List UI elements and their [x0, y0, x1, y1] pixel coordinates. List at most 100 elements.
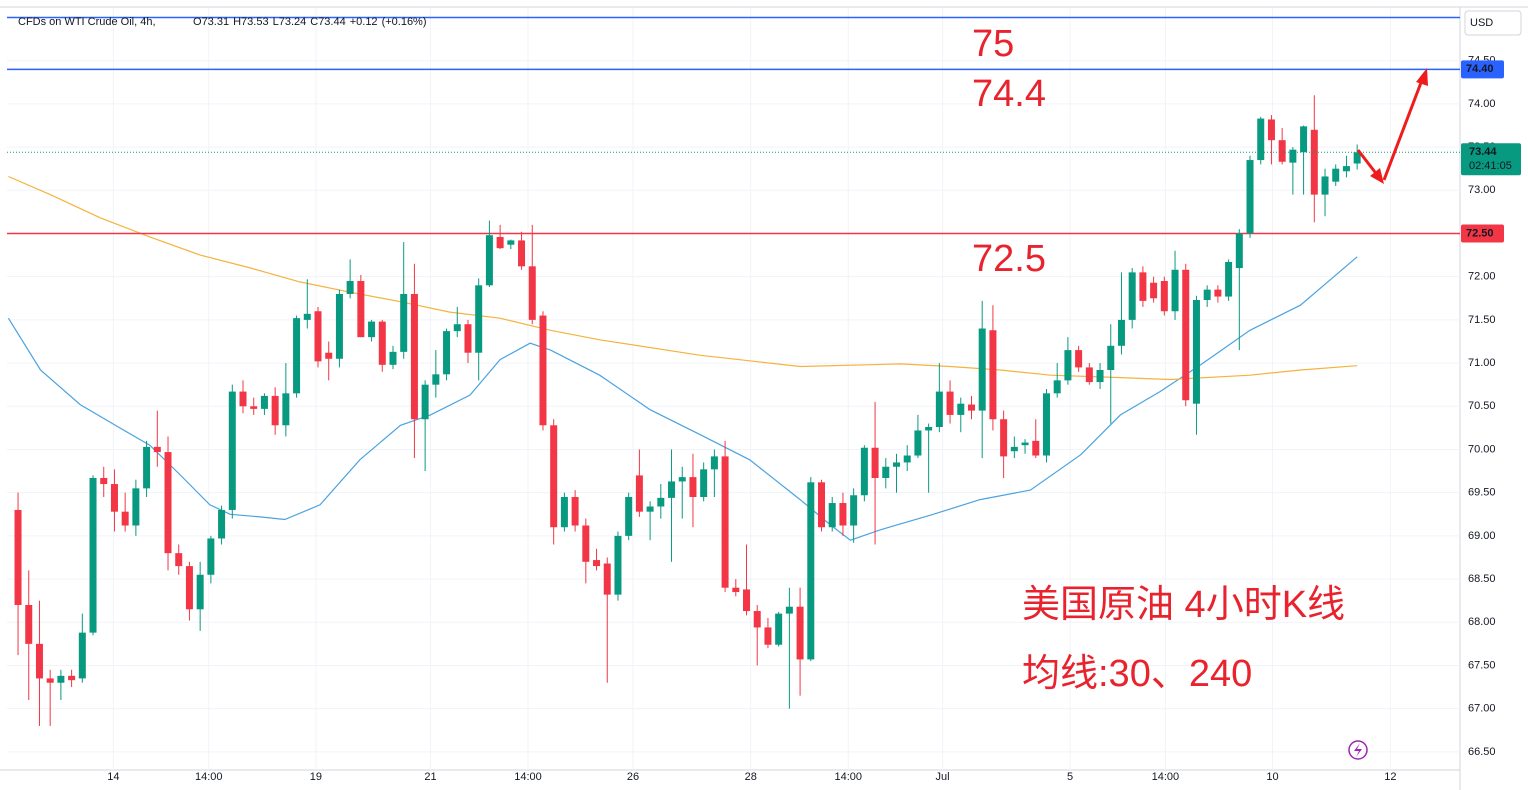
y-tick-label: 67.00	[1468, 703, 1496, 715]
candle-body	[475, 285, 483, 353]
candle-body	[1085, 367, 1093, 383]
candle-body	[796, 606, 804, 660]
candle-body	[1021, 442, 1029, 446]
legend-change-pct: (+0.16%)	[382, 16, 427, 28]
candle-body	[346, 281, 354, 294]
candle-body	[625, 496, 633, 536]
y-tick-label: 68.50	[1468, 573, 1496, 585]
y-tick-label: 72.00	[1468, 271, 1496, 283]
y-tick-label: 68.00	[1468, 616, 1496, 628]
currency-box[interactable]	[1464, 10, 1522, 36]
candle-body	[1267, 119, 1275, 141]
candle-body	[1342, 166, 1350, 172]
ohlc-legend: O 73.31 H 73.53 L 73.24 C 73.44 +0.12 (+0.16%)	[193, 16, 427, 28]
price-label: 74.40	[1466, 63, 1494, 75]
legend-key: O	[193, 16, 202, 28]
x-tick-label: 12	[1384, 771, 1396, 783]
candle-body	[1064, 350, 1072, 381]
candle-body	[368, 321, 376, 338]
price-label: 72.50	[1466, 227, 1494, 239]
candle-body	[153, 446, 161, 453]
candle-body	[850, 495, 858, 526]
candle-body	[571, 496, 579, 526]
candle-body	[946, 391, 954, 415]
candle-body	[1246, 160, 1254, 234]
candle-body	[1289, 149, 1297, 163]
candle-body	[485, 235, 493, 286]
candle-body	[282, 393, 290, 426]
candle-body	[839, 503, 847, 526]
candle-body	[1257, 118, 1265, 161]
candle-body	[668, 481, 676, 498]
x-tick-label: 14:00	[514, 771, 542, 783]
candle-body	[132, 488, 140, 526]
candle-body	[635, 475, 643, 512]
candle-body	[560, 496, 568, 528]
candle-body	[1235, 233, 1243, 269]
legend-value: 73.24	[279, 16, 307, 28]
candle-body	[785, 606, 793, 614]
candle-body	[196, 574, 204, 610]
candle-body	[892, 462, 900, 467]
symbol: CFDs on WTI Crude Oil, 4h,	[18, 16, 156, 28]
y-tick-label: 73.00	[1468, 184, 1496, 196]
plot	[7, 8, 1460, 770]
replay-icon[interactable]	[1348, 740, 1368, 760]
candle-body	[582, 525, 590, 562]
annotation: 均线:30、240	[1022, 653, 1252, 695]
price-label-box	[1461, 60, 1504, 79]
candle-body	[25, 604, 33, 644]
x-tick-label: 26	[627, 771, 639, 783]
annotation: 72.5	[972, 238, 1046, 280]
candle-body	[967, 404, 975, 411]
candle-body	[1096, 369, 1104, 383]
candle-body	[1042, 393, 1050, 456]
candle-body	[1139, 272, 1147, 301]
candle-body	[935, 391, 943, 428]
legend-key: H	[233, 16, 241, 28]
x-tick-label: 14:00	[835, 771, 863, 783]
candle-body	[218, 509, 226, 539]
candle-body	[1010, 446, 1018, 452]
candle-body	[871, 447, 879, 478]
y-tick-label: 74.00	[1468, 98, 1496, 110]
candle-body	[1107, 345, 1115, 370]
arrow	[1356, 68, 1428, 184]
x-tick-label: 10	[1266, 771, 1278, 783]
candle-body	[443, 331, 451, 375]
candle-body	[357, 281, 365, 338]
candle-body	[185, 566, 193, 610]
legend-key: L	[273, 16, 279, 28]
candle-body	[614, 535, 622, 595]
candle-body	[335, 293, 343, 359]
y-tick-label: 67.50	[1468, 659, 1496, 671]
candle-body	[207, 538, 215, 575]
candle-body	[657, 497, 665, 507]
candle-body	[1321, 176, 1329, 195]
candle-body	[818, 482, 826, 528]
candle-body	[689, 477, 697, 497]
legend-key: C	[310, 16, 318, 28]
candle-body	[593, 560, 601, 567]
candle-body	[1171, 269, 1179, 312]
candle-body	[432, 374, 440, 385]
candle-body	[775, 613, 783, 645]
candle-body	[421, 384, 429, 420]
candle-body	[518, 240, 526, 267]
candle-body	[507, 240, 515, 245]
candle-body	[828, 503, 836, 528]
candle-body	[1128, 272, 1136, 320]
candle-body	[764, 627, 772, 645]
candle-body	[303, 313, 311, 320]
candle-body	[528, 266, 536, 320]
y-tick-label: 66.50	[1468, 746, 1496, 758]
y-tick-label: 69.00	[1468, 530, 1496, 542]
y-tick-label: 71.50	[1468, 314, 1496, 326]
legend-value: 73.53	[241, 16, 269, 28]
x-tick-label: 14	[107, 771, 119, 783]
candle-body	[271, 395, 279, 426]
candle-body	[1032, 440, 1040, 456]
candle-body	[1214, 289, 1222, 297]
candle-body	[228, 391, 236, 510]
